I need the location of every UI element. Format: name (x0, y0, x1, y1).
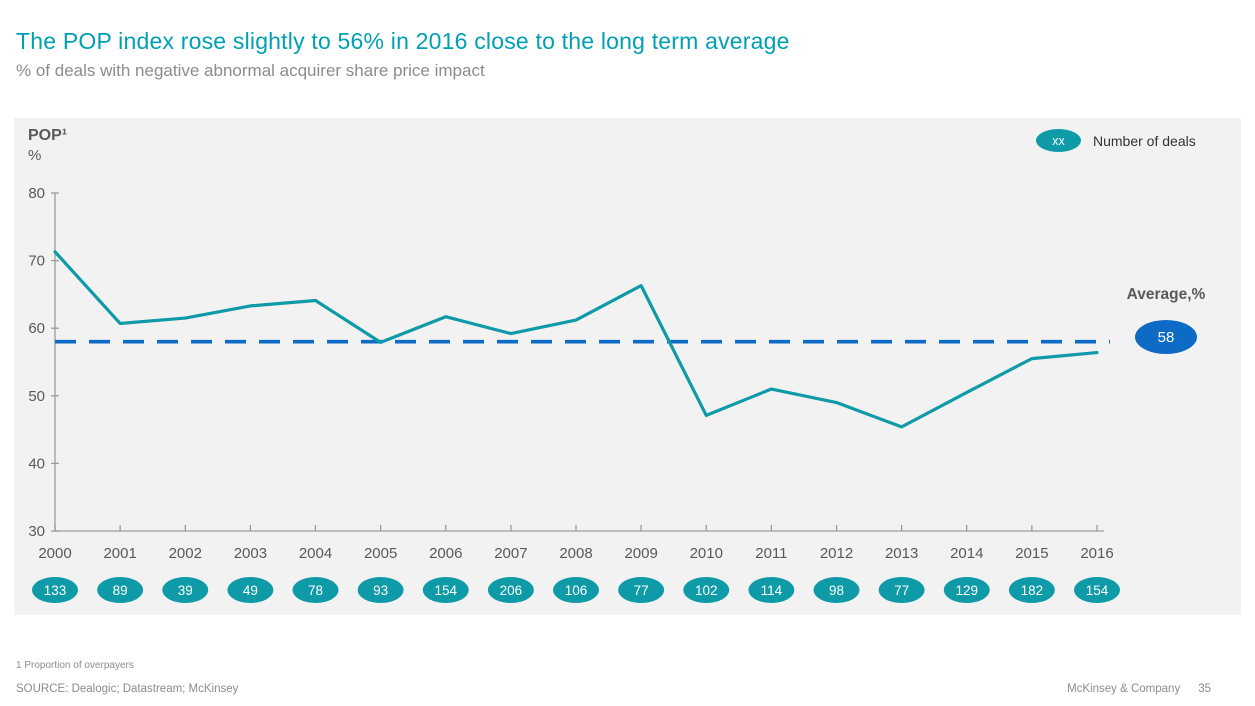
y-tick-label: 50 (28, 388, 45, 405)
page-subtitle: % of deals with negative abnormal acquir… (16, 61, 485, 80)
deal-count-value: 77 (894, 583, 909, 598)
deal-count-value: 154 (1086, 583, 1109, 598)
legend-label: Number of deals (1093, 132, 1196, 149)
x-tick-label: 2005 (364, 545, 397, 562)
x-tick-label: 2009 (624, 545, 657, 562)
y-axis-title: POP¹ % (28, 127, 67, 164)
legend: xx Number of deals (1036, 129, 1196, 152)
x-tick-label: 2014 (950, 545, 983, 562)
deal-count-value: 93 (373, 583, 388, 598)
deal-count-value: 182 (1021, 583, 1044, 598)
deal-count-badge (1008, 577, 1055, 603)
pop-index-line (53, 250, 1099, 429)
y-tick-label: 70 (28, 253, 45, 270)
footer-brand: McKinsey & Company 35 (1067, 683, 1211, 695)
deal-count-badge (878, 577, 925, 603)
deal-count-value: 133 (44, 583, 67, 598)
deal-count-value: 206 (500, 583, 523, 598)
x-tick-label: 2008 (559, 545, 592, 562)
x-tick-label: 2015 (1015, 545, 1048, 562)
deal-count-value: 77 (634, 583, 649, 598)
deal-count-badge (943, 577, 990, 603)
x-tick-label: 2012 (820, 545, 853, 562)
x-tick-label: 2010 (690, 545, 723, 562)
chart-panel: POP¹ % xx Number of deals Average,% 58 3… (14, 118, 1241, 615)
deal-count-value: 114 (761, 583, 783, 598)
deal-count-badge (553, 577, 599, 603)
x-tick-label: 2011 (755, 545, 787, 562)
y-tick-label: 80 (28, 185, 45, 202)
page-number: 35 (1198, 683, 1211, 695)
deal-count-value: 106 (565, 583, 588, 598)
deal-count-badge (32, 577, 78, 603)
deal-count-badge (683, 577, 730, 603)
deal-count-value: 89 (113, 583, 128, 598)
average-label: Average,% (1126, 286, 1206, 303)
deal-count-value: 154 (434, 583, 457, 598)
y-tick-label: 30 (28, 523, 45, 540)
x-tick-label: 2002 (169, 545, 202, 562)
x-tick-label: 2000 (38, 545, 71, 562)
y-axis-title-main: POP¹ (28, 127, 68, 144)
x-tick-label: 2016 (1080, 545, 1113, 562)
x-tick-label: 2007 (494, 545, 527, 562)
deal-count-badge (227, 577, 274, 603)
deal-count-value: 39 (178, 583, 193, 598)
deal-count-badge (292, 577, 339, 603)
deal-count-value: 78 (308, 583, 323, 598)
deal-count-badge (487, 577, 534, 603)
x-tick-label: 2013 (885, 545, 918, 562)
y-tick-label: 40 (28, 455, 45, 472)
deal-count-value: 98 (829, 583, 844, 598)
footer-brand-text: McKinsey & Company (1067, 683, 1181, 695)
deal-count-value: 49 (243, 583, 258, 598)
deal-count-badge (748, 577, 795, 603)
deal-count-badge (422, 577, 469, 603)
deal-count-value: 129 (955, 583, 978, 598)
x-tick-label: 2003 (234, 545, 267, 562)
x-tick-label: 2006 (429, 545, 462, 562)
deal-count-badge (357, 577, 404, 603)
deal-count-badge (618, 577, 665, 603)
deal-count-badge (1074, 577, 1120, 603)
y-tick-label: 60 (28, 320, 45, 337)
average-value-badge: 58 (1135, 320, 1197, 354)
y-axis-title-unit: % (28, 147, 42, 164)
deal-count-value: 102 (695, 583, 718, 598)
deal-count-badge (813, 577, 860, 603)
footnote: 1 Proportion of overpayers (16, 660, 134, 671)
source-line: SOURCE: Dealogic; Datastream; McKinsey (16, 683, 239, 695)
line-chart: 30 40 50 60 70 80 2000 2001 2002 2003 2004 2005 2006… (28, 185, 1120, 603)
deal-count-badge (97, 577, 144, 603)
x-tick-label: 2004 (299, 545, 332, 562)
average-callout: Average,% 58 (1110, 286, 1222, 354)
page-title: The POP index rose slightly to 56% in 20… (16, 28, 790, 54)
legend-deal-badge: xx (1036, 129, 1081, 152)
x-tick-label: 2001 (103, 545, 136, 562)
deal-count-badge (162, 577, 209, 603)
